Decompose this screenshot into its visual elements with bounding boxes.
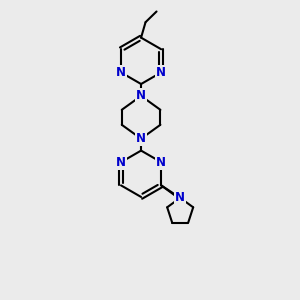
Text: N: N [116,66,126,79]
Text: N: N [156,66,166,79]
Text: N: N [136,132,146,145]
Text: N: N [175,191,185,204]
Text: N: N [136,89,146,102]
Text: N: N [156,156,166,169]
Text: N: N [116,156,126,169]
